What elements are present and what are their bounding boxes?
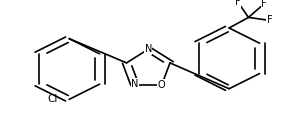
Text: O: O: [158, 80, 166, 90]
Text: N: N: [144, 44, 152, 54]
Text: Cl: Cl: [47, 94, 57, 104]
Text: F: F: [267, 15, 272, 25]
Text: F: F: [235, 0, 241, 7]
Text: N: N: [131, 79, 139, 89]
Text: F: F: [261, 0, 267, 9]
